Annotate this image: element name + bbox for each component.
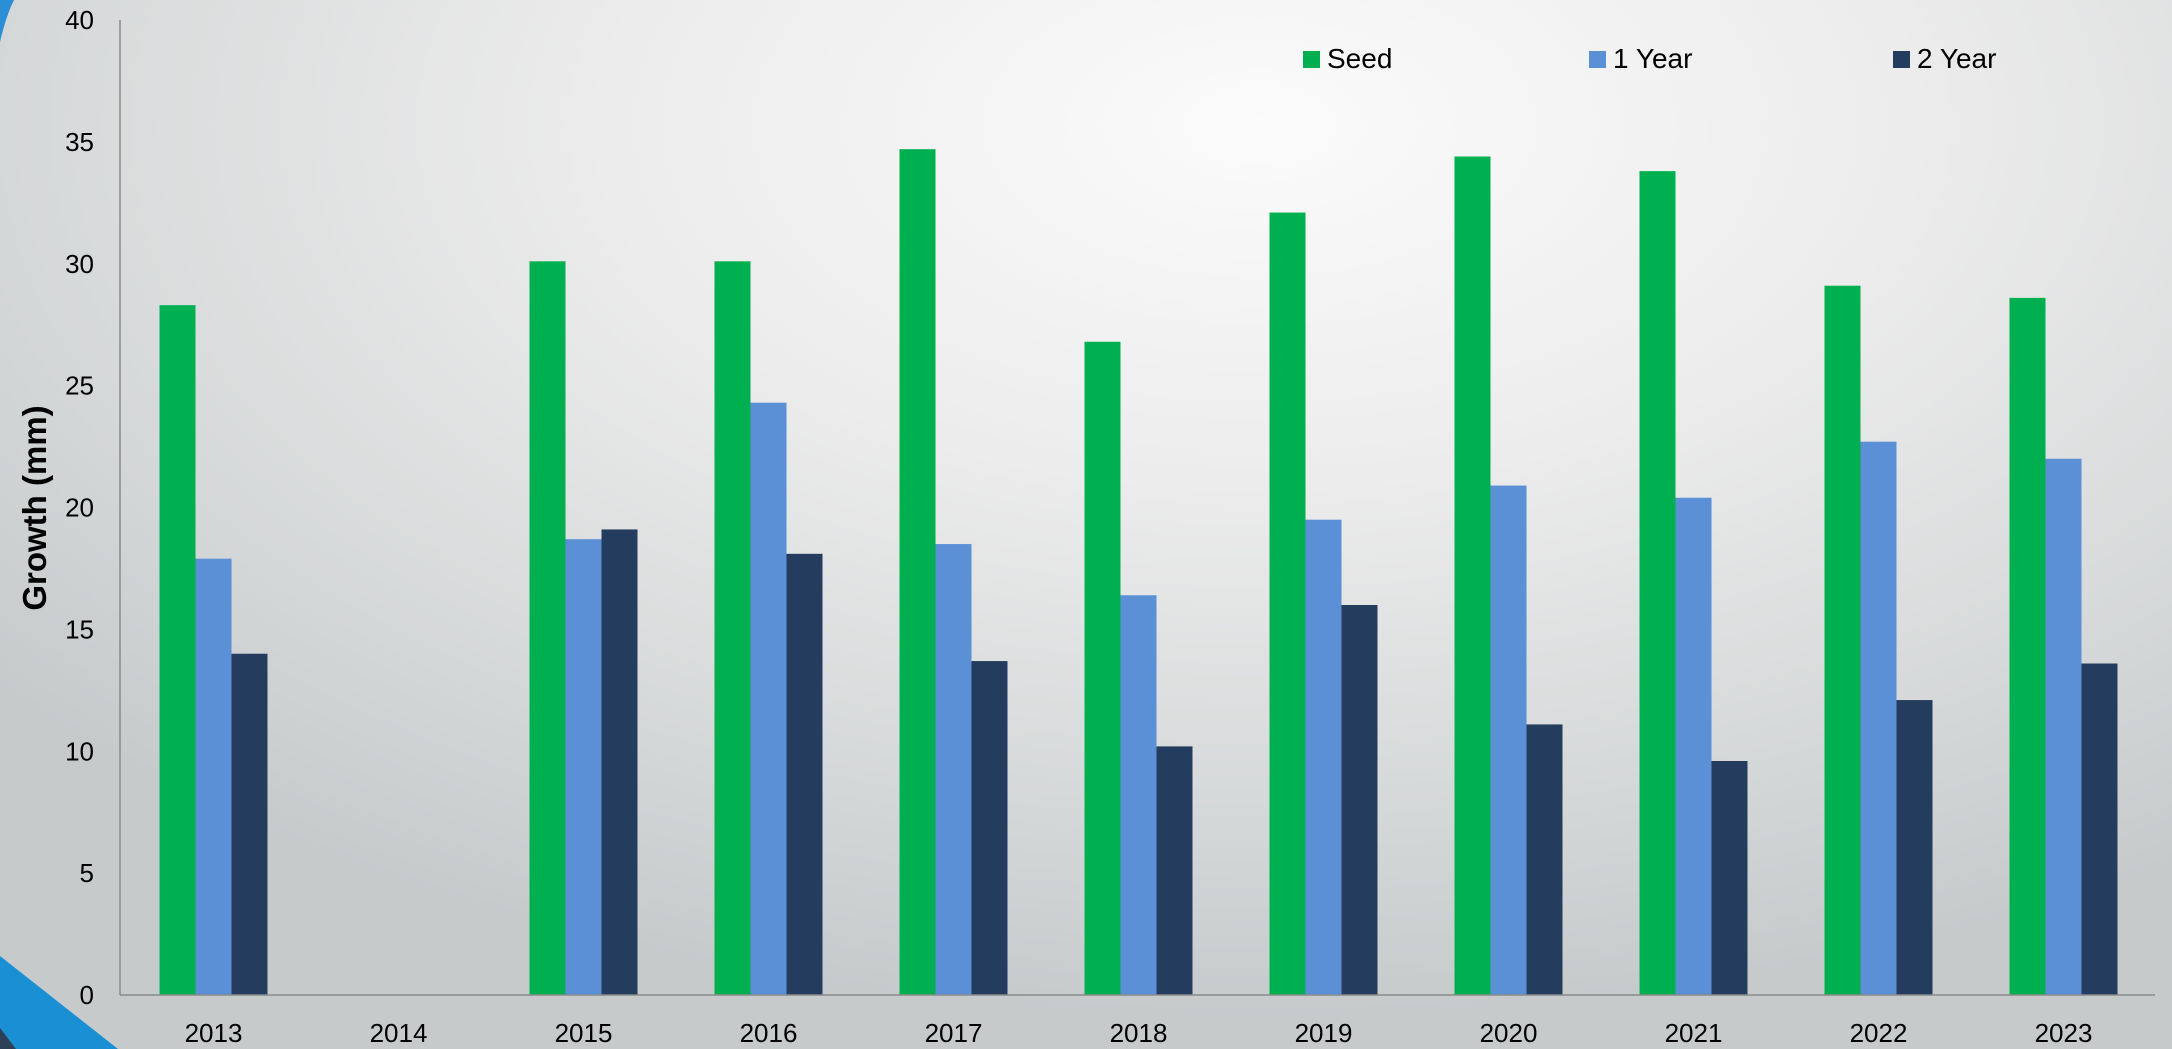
bar-1-year-2023 bbox=[2045, 458, 2082, 995]
x-tick-label-2018: 2018 bbox=[1110, 1018, 1168, 1048]
ticks-layer: 0 5 10 15 20 25 30 35 40 2013 2014 2015 2016 2017 2018… bbox=[65, 5, 2092, 1048]
corner-accent-bottom-left bbox=[0, 956, 118, 1049]
y-tick-label-30: 30 bbox=[65, 249, 94, 279]
bar-2-year-2013 bbox=[231, 653, 268, 995]
bar-1-year-2020 bbox=[1490, 485, 1527, 995]
bar-seed-2019 bbox=[1269, 212, 1306, 995]
x-tick-label-2019: 2019 bbox=[1295, 1018, 1353, 1048]
corner-accent-bottom-left-edge bbox=[0, 1028, 16, 1049]
bar-1-year-2018 bbox=[1120, 595, 1157, 995]
bar-2-year-2020 bbox=[1526, 724, 1563, 995]
bar-1-year-2019 bbox=[1305, 519, 1342, 995]
bar-seed-2020 bbox=[1454, 156, 1491, 995]
legend-label-seed: Seed bbox=[1327, 43, 1392, 74]
y-tick-label-25: 25 bbox=[65, 371, 94, 401]
y-tick-label-5: 5 bbox=[80, 858, 94, 888]
y-axis-title: Growth (mm) bbox=[16, 405, 53, 610]
bar-1-year-2022 bbox=[1860, 441, 1897, 995]
bar-1-year-2016 bbox=[750, 402, 787, 995]
x-tick-label-2016: 2016 bbox=[740, 1018, 798, 1048]
bar-1-year-2015 bbox=[565, 539, 602, 995]
bar-seed-2023 bbox=[2009, 297, 2046, 995]
y-tick-label-40: 40 bbox=[65, 5, 94, 35]
x-tick-label-2015: 2015 bbox=[555, 1018, 613, 1048]
y-tick-label-10: 10 bbox=[65, 736, 94, 766]
bar-2-year-2017 bbox=[971, 661, 1008, 995]
y-tick-label-15: 15 bbox=[65, 614, 94, 644]
bar-2-year-2019 bbox=[1341, 605, 1378, 995]
legend-swatch-2-year bbox=[1893, 51, 1910, 68]
x-tick-label-2020: 2020 bbox=[1480, 1018, 1538, 1048]
y-tick-label-0: 0 bbox=[80, 980, 94, 1010]
x-tick-label-2022: 2022 bbox=[1850, 1018, 1908, 1048]
legend-swatch-1-year bbox=[1589, 51, 1606, 68]
bar-2-year-2018 bbox=[1156, 746, 1193, 995]
corner-accent-top-left bbox=[0, 0, 14, 42]
bar-2-year-2021 bbox=[1711, 761, 1748, 995]
legend-label-2-year: 2 Year bbox=[1917, 43, 1996, 74]
bar-seed-2015 bbox=[529, 261, 566, 995]
y-tick-label-35: 35 bbox=[65, 127, 94, 157]
legend-label-1-year: 1 Year bbox=[1613, 43, 1692, 74]
bar-seed-2022 bbox=[1824, 285, 1861, 995]
bar-seed-2021 bbox=[1639, 171, 1676, 995]
bar-1-year-2013 bbox=[195, 558, 232, 995]
x-tick-label-2013: 2013 bbox=[185, 1018, 243, 1048]
bar-seed-2018 bbox=[1084, 341, 1121, 995]
bar-seed-2013 bbox=[159, 305, 196, 995]
legend: Seed 1 Year 2 Year bbox=[1303, 43, 1996, 74]
bar-2-year-2022 bbox=[1896, 700, 1933, 995]
bar-1-year-2021 bbox=[1675, 497, 1712, 995]
bar-2-year-2023 bbox=[2081, 663, 2118, 995]
bar-2-year-2016 bbox=[786, 553, 823, 995]
x-tick-label-2017: 2017 bbox=[925, 1018, 983, 1048]
bars-layer bbox=[159, 149, 2118, 995]
x-tick-label-2021: 2021 bbox=[1665, 1018, 1723, 1048]
x-tick-label-2014: 2014 bbox=[370, 1018, 428, 1048]
legend-swatch-seed bbox=[1303, 51, 1320, 68]
axes-layer bbox=[119, 20, 2155, 996]
x-tick-label-2023: 2023 bbox=[2035, 1018, 2093, 1048]
bar-1-year-2017 bbox=[935, 544, 972, 995]
bar-seed-2017 bbox=[899, 149, 936, 995]
bar-seed-2016 bbox=[714, 261, 751, 995]
y-tick-label-20: 20 bbox=[65, 493, 94, 523]
bar-2-year-2015 bbox=[601, 529, 638, 995]
